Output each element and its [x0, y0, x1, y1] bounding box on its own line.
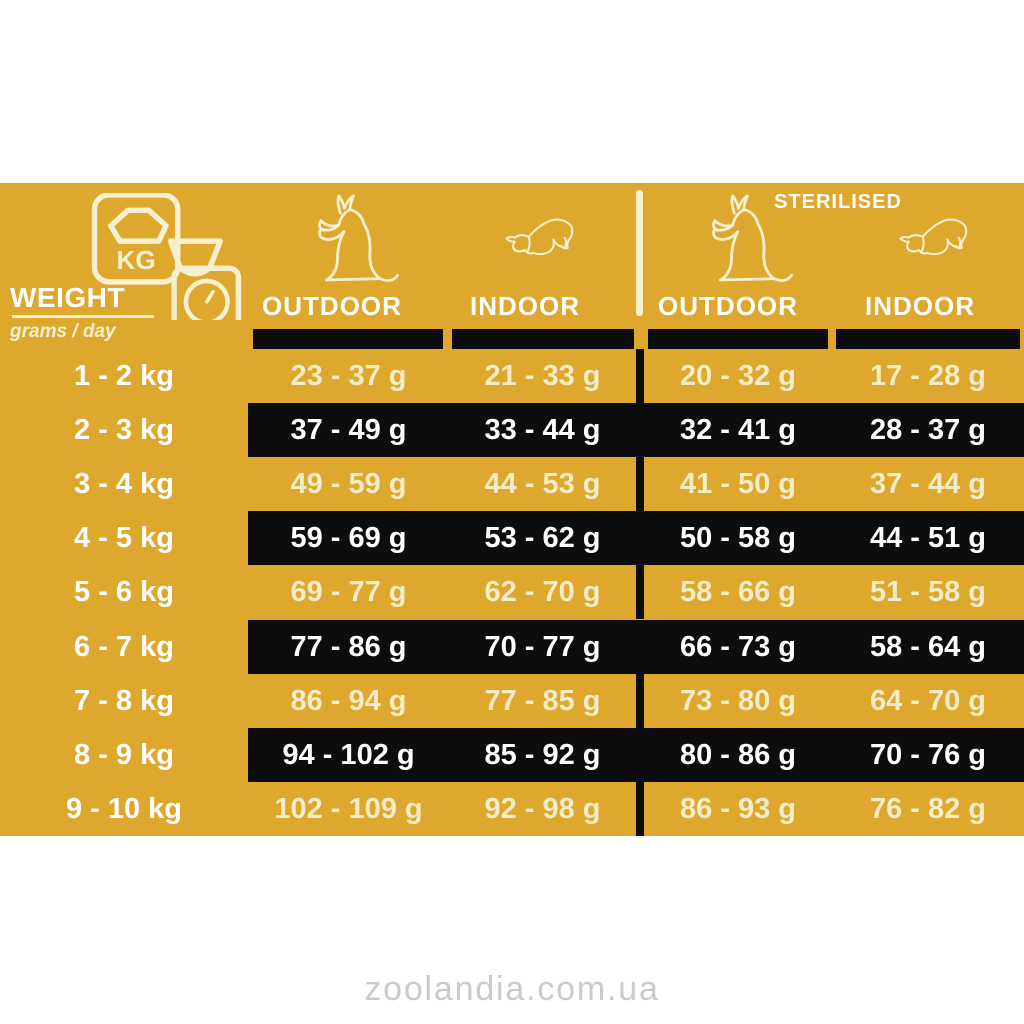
svg-text:KG: KG [116, 245, 155, 275]
